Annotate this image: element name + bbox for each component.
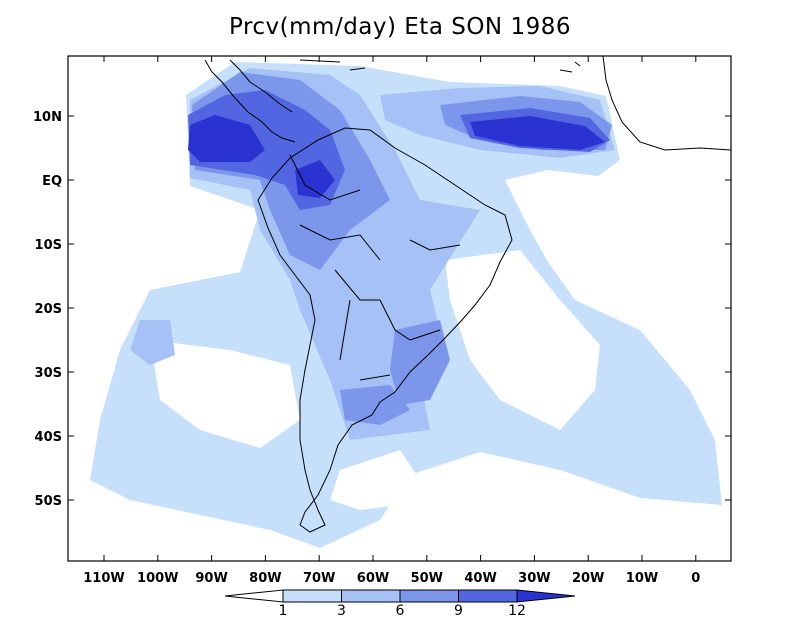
- lon-tick-label: 70W: [303, 571, 335, 586]
- precip-fields: [90, 56, 731, 548]
- lat-tick-label: 10S: [35, 238, 62, 253]
- africa-coast: [602, 56, 731, 151]
- precip-level-5-amazon: [295, 160, 335, 198]
- country-borders: [289, 154, 461, 381]
- lon-tick-label: 80W: [249, 571, 281, 586]
- coastlines: [204, 56, 731, 533]
- colorbar-label: 6: [396, 603, 405, 618]
- caribbean-islands: [299, 59, 581, 73]
- colorbar-label: 3: [337, 603, 346, 618]
- lon-tick-label: 10W: [626, 571, 658, 586]
- precip-level-2-pacific-patch: [130, 320, 175, 365]
- lat-tick-label: 30S: [35, 366, 62, 381]
- colorbar-label: 9: [454, 603, 463, 618]
- precip-level-5-atlantic: [470, 116, 605, 150]
- lon-tick-label: 0: [691, 571, 700, 586]
- central-america-coast: [204, 59, 296, 143]
- colorbar-segment: [458, 589, 518, 603]
- colorbar-segment: [282, 589, 342, 603]
- south-america-coast: [257, 127, 513, 533]
- lat-tick-label: EQ: [42, 174, 62, 189]
- lon-tick-label: 60W: [357, 571, 389, 586]
- colorbar-label: 12: [508, 603, 526, 618]
- dry-region-atlantic: [445, 250, 600, 430]
- colorbar-label: 1: [279, 603, 288, 618]
- lon-tick-label: 50W: [411, 571, 443, 586]
- lon-tick-label: 100W: [137, 571, 178, 586]
- lat-tick-label: 10N: [33, 110, 62, 125]
- colorbar-segment: [516, 589, 576, 603]
- central-america-coast-north: [229, 59, 293, 113]
- dry-region-south-atlantic: [440, 470, 640, 520]
- lat-tick-label: 50S: [35, 494, 62, 509]
- lon-tick-label: 30W: [518, 571, 550, 586]
- colorbar-segment: [224, 589, 284, 603]
- latitude-axis: 10N EQ 10S 20S 30S 40S 50S: [33, 110, 731, 509]
- precip-level-5-pacific: [188, 115, 265, 162]
- lon-tick-label: 40W: [464, 571, 496, 586]
- colorbar: 1 3 6 9 12: [224, 589, 576, 618]
- lon-tick-label: 110W: [83, 571, 124, 586]
- dry-region-south: [330, 450, 420, 510]
- dry-region-pacific: [150, 340, 300, 448]
- lon-tick-label: 90W: [195, 571, 227, 586]
- lat-tick-label: 40S: [35, 430, 62, 445]
- lat-tick-label: 20S: [35, 302, 62, 317]
- precip-level-3-plata: [340, 385, 410, 425]
- map-title: Prcv(mm/day) Eta SON 1986: [228, 14, 571, 40]
- colorbar-segment: [399, 589, 459, 603]
- longitude-axis: 110W 100W 90W 80W 70W 60W 50W 40W 30W 20W 10W 0: [83, 56, 700, 586]
- colorbar-segment: [341, 589, 401, 603]
- lon-tick-label: 20W: [572, 571, 604, 586]
